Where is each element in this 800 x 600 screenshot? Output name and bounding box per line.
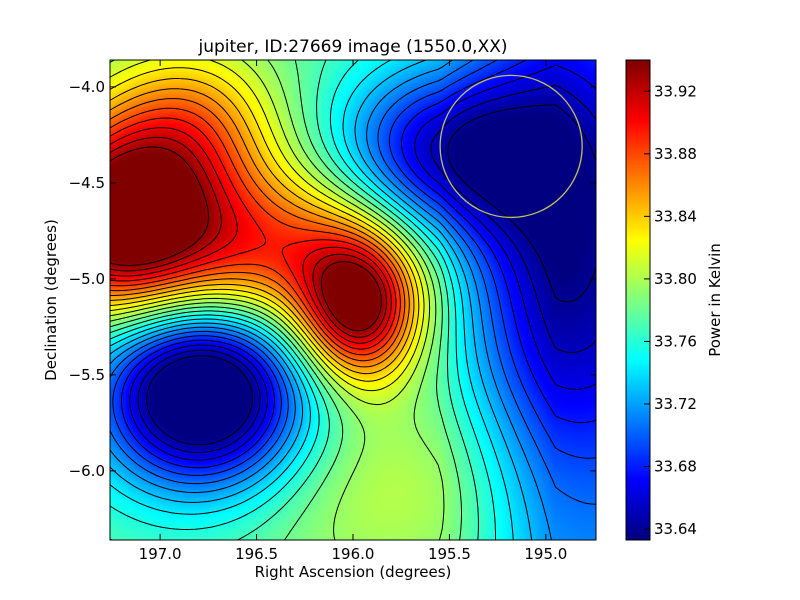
contour-line xyxy=(112,60,596,476)
contour-line xyxy=(110,67,420,382)
contour-line xyxy=(110,60,431,406)
chart-title: jupiter, ID:27669 image (1550.0,XX) xyxy=(197,37,507,57)
contour-line xyxy=(146,104,596,446)
colorbar-tick-label: 33.76 xyxy=(654,332,697,350)
x-tick-label: 196.5 xyxy=(235,545,278,563)
colorbar-tick-label: 33.68 xyxy=(654,458,697,476)
contour-line xyxy=(110,60,552,540)
contour-line xyxy=(110,127,392,344)
colorbar-frame xyxy=(625,59,651,541)
colorbar-tick-label: 33.72 xyxy=(654,395,697,413)
contour-line xyxy=(110,60,533,540)
contour-line xyxy=(121,60,596,469)
contour-line xyxy=(110,60,596,505)
colorbar-tick-label: 33.64 xyxy=(654,520,697,538)
contour-line xyxy=(129,64,596,461)
contour-line xyxy=(110,78,415,375)
contour-line xyxy=(110,88,410,368)
x-tick-label: 197.0 xyxy=(139,545,182,563)
y-tick-label: −6.0 xyxy=(69,462,105,480)
x-axis-label: Right Ascension (degrees) xyxy=(255,563,452,581)
colorbar-tick-label: 33.92 xyxy=(654,82,697,100)
x-tick-label: 195.0 xyxy=(524,545,567,563)
colorbar-gradient xyxy=(626,60,650,540)
x-tick-label: 195.5 xyxy=(428,545,471,563)
contour-line xyxy=(110,107,401,356)
contour-line xyxy=(110,60,514,540)
contour-line xyxy=(137,84,596,454)
contour-line xyxy=(110,98,406,362)
y-tick-label: −5.0 xyxy=(69,270,105,288)
y-axis: −4.0 −4.5 −5.0 −5.5 −6.0 xyxy=(69,78,596,480)
contour-line xyxy=(110,60,462,540)
contour-line xyxy=(110,60,496,540)
colorbar-label: Power in Kelvin xyxy=(706,243,724,357)
y-axis-label: Declination (degrees) xyxy=(42,219,60,381)
contour-line xyxy=(110,117,397,350)
colorbar-tick-label: 33.88 xyxy=(654,145,697,163)
contour-line xyxy=(110,60,479,540)
colorbar-tick-label: 33.80 xyxy=(654,270,697,288)
y-tick-label: −4.0 xyxy=(69,78,105,96)
colorbar-axis: 33.64 33.68 33.72 33.76 33.80 33.84 33.88 33.92 xyxy=(644,82,697,538)
beam-circle-marker xyxy=(439,74,583,219)
colorbar-tick-label: 33.84 xyxy=(654,207,697,225)
contour-lines xyxy=(110,60,596,540)
contour-line xyxy=(110,60,425,392)
x-tick-label: 196.0 xyxy=(332,545,375,563)
y-tick-label: −4.5 xyxy=(69,174,105,192)
x-axis: 197.0 196.5 196.0 195.5 195.0 xyxy=(139,60,567,563)
y-tick-label: −5.5 xyxy=(69,366,105,384)
contour-line xyxy=(110,146,382,332)
contour-line xyxy=(110,136,387,338)
